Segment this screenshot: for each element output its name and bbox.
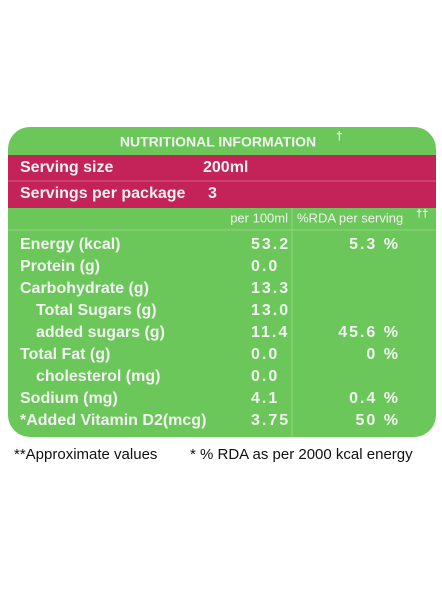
row-label: Carbohydrate (g) — [20, 280, 149, 297]
per-100ml: 11.4 — [251, 324, 289, 341]
per-100ml: 0.0 — [251, 346, 279, 363]
row-label: *Added Vitamin D2(mcg) — [20, 412, 206, 429]
title: NUTRITIONAL INFORMATION — [120, 134, 316, 150]
serving-label: Serving size — [20, 159, 113, 176]
row-label: added sugars (g) — [36, 324, 165, 341]
row-label: Protein (g) — [20, 258, 100, 275]
rda: 5.3 % — [349, 236, 400, 253]
row-label: Energy (kcal) — [20, 236, 120, 253]
footnote: * % RDA as per 2000 kcal energy — [190, 446, 413, 463]
serving-value: 3 — [208, 185, 217, 202]
row-label: cholesterol (mg) — [36, 368, 160, 385]
rda: 0.4 % — [349, 390, 400, 407]
column-header-mark: †† — [416, 208, 428, 220]
per-100ml: 0.0 — [251, 368, 279, 385]
row-label: Total Fat (g) — [20, 346, 110, 363]
column-header: %RDA per serving — [297, 210, 403, 225]
serving-label: Servings per package — [20, 185, 186, 202]
rda: 50 % — [356, 412, 400, 429]
per-100ml: 0.0 — [251, 258, 279, 275]
per-100ml: 4.1 — [251, 390, 279, 407]
row-label: Total Sugars (g) — [36, 302, 157, 319]
per-100ml: 13.3 — [251, 280, 290, 297]
rda: 0 % — [366, 346, 400, 363]
per-100ml: 13.0 — [251, 302, 290, 319]
footnote: **Approximate values — [14, 446, 157, 463]
per-100ml: 53.2 — [251, 236, 290, 253]
rda: 45.6 % — [338, 324, 400, 341]
serving-value: 200ml — [203, 159, 248, 176]
per-100ml: 3.75 — [251, 412, 290, 429]
row-label: Sodium (mg) — [20, 390, 118, 407]
title-mark: † — [336, 129, 343, 143]
column-header: per 100ml — [230, 210, 288, 225]
